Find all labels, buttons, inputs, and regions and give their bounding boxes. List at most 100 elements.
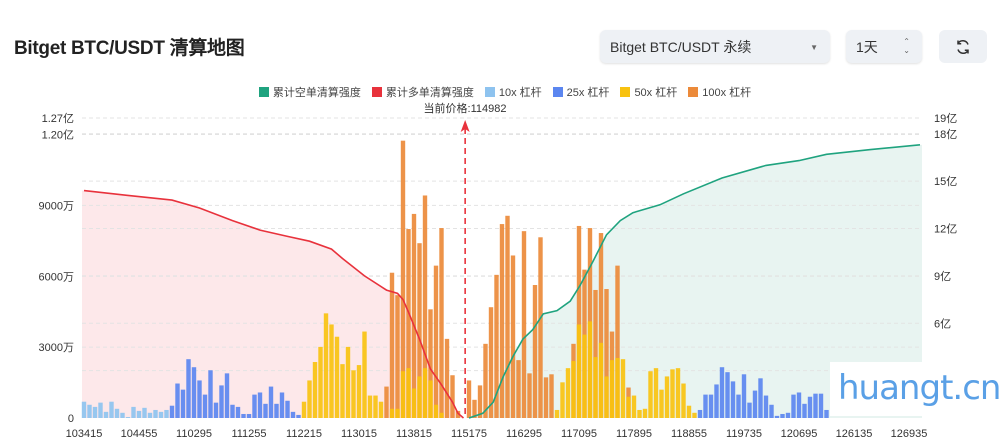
bar-50x bbox=[571, 361, 576, 418]
left-axis-tick: 3000万 bbox=[39, 342, 74, 354]
legend-swatch bbox=[371, 87, 382, 97]
bar-50x bbox=[356, 365, 362, 418]
right-axis-tick: 19亿 bbox=[934, 112, 957, 125]
chart-legend: 累计空单清算强度 累计多单清算强度 10x 杠杆 25x 杠杆 50x 杠杆 1… bbox=[0, 84, 1000, 100]
bar-25x bbox=[191, 367, 197, 418]
bar-100x bbox=[466, 380, 472, 418]
bar-10x bbox=[131, 406, 136, 418]
watermark: huangt.cn bbox=[830, 362, 1000, 416]
bar-100x bbox=[428, 309, 433, 418]
bar-50x bbox=[653, 368, 659, 418]
x-axis-tick: 117095 bbox=[561, 428, 597, 440]
bar-25x bbox=[769, 404, 774, 418]
long-cumulative-line bbox=[83, 189, 465, 419]
bar-100x bbox=[576, 225, 582, 418]
bar-50x bbox=[422, 368, 428, 418]
x-axis-tick: 120695 bbox=[781, 428, 818, 440]
refresh-button[interactable] bbox=[939, 30, 987, 63]
bar-25x bbox=[186, 359, 191, 418]
bar-50x bbox=[395, 408, 400, 418]
bar-25x bbox=[763, 395, 769, 418]
bar-100x bbox=[516, 360, 521, 418]
bar-25x bbox=[285, 400, 290, 418]
bar-100x bbox=[615, 265, 620, 418]
bar-25x bbox=[747, 402, 752, 418]
bar-10x bbox=[114, 408, 120, 418]
bar-10x bbox=[98, 402, 103, 418]
x-axis-tick: 126935 bbox=[891, 428, 928, 440]
bar-50x bbox=[686, 405, 692, 418]
bar-50x bbox=[560, 382, 565, 418]
left-axis-tick: 1.27亿 bbox=[42, 112, 74, 125]
bar-100x bbox=[384, 386, 389, 418]
bar-25x bbox=[296, 414, 301, 418]
bar-25x bbox=[813, 393, 818, 418]
bar-25x bbox=[807, 396, 813, 418]
right-axis-tick: 9亿 bbox=[934, 270, 951, 283]
bar-50x bbox=[351, 370, 356, 418]
bar-25x bbox=[791, 394, 796, 418]
legend-item-100x[interactable]: 100x 杠杆 bbox=[688, 84, 751, 100]
right-axis-tick: 12亿 bbox=[934, 223, 957, 236]
legend-item-short-cumulative[interactable]: 累计空单清算强度 bbox=[258, 84, 361, 100]
bar-50x bbox=[417, 376, 422, 418]
refresh-icon bbox=[957, 39, 969, 54]
bar-100x bbox=[483, 343, 488, 418]
bar-50x bbox=[312, 362, 318, 418]
bar-10x bbox=[136, 410, 142, 418]
bar-50x bbox=[340, 364, 345, 418]
bar-50x bbox=[593, 357, 598, 418]
left-axis-tick: 1.20亿 bbox=[42, 129, 74, 142]
bar-100x bbox=[593, 289, 598, 418]
bar-25x bbox=[824, 409, 829, 418]
x-axis-tick: 116295 bbox=[506, 428, 542, 440]
bar-100x bbox=[549, 374, 554, 418]
bar-50x bbox=[400, 371, 406, 418]
bar-25x bbox=[697, 409, 703, 418]
bar-100x bbox=[543, 377, 549, 418]
bar-100x bbox=[505, 215, 510, 418]
bar-50x bbox=[620, 359, 626, 418]
bar-50x bbox=[626, 396, 631, 418]
bar-100x bbox=[494, 274, 499, 418]
bar-10x bbox=[92, 406, 98, 418]
bar-10x bbox=[142, 407, 147, 418]
bar-100x bbox=[477, 385, 483, 418]
bar-50x bbox=[323, 313, 329, 418]
current-price-arrow-icon bbox=[460, 120, 470, 132]
bar-10x bbox=[153, 409, 158, 418]
bar-50x bbox=[659, 389, 664, 418]
legend-item-long-cumulative[interactable]: 累计多单清算强度 bbox=[371, 84, 474, 100]
bar-50x bbox=[609, 360, 615, 418]
legend-item-50x[interactable]: 50x 杠杆 bbox=[620, 84, 677, 100]
bar-25x bbox=[169, 405, 175, 418]
bar-25x bbox=[780, 413, 785, 418]
bar-50x bbox=[345, 346, 351, 418]
period-select[interactable]: 1天 ⌃ ⌄ bbox=[846, 30, 922, 63]
bar-25x bbox=[213, 402, 219, 418]
bar-25x bbox=[719, 367, 725, 418]
bar-50x bbox=[565, 368, 571, 418]
bar-50x bbox=[681, 383, 686, 418]
bar-25x bbox=[290, 411, 296, 418]
bar-25x bbox=[197, 380, 202, 418]
period-select-value: 1天 bbox=[856, 38, 878, 55]
bar-50x bbox=[615, 358, 620, 418]
bar-25x bbox=[180, 389, 186, 418]
bar-25x bbox=[279, 392, 285, 418]
bar-25x bbox=[725, 372, 730, 418]
bar-25x bbox=[219, 385, 224, 418]
x-axis-tick: 113015 bbox=[341, 428, 377, 440]
bar-50x bbox=[373, 395, 378, 418]
bar-100x bbox=[400, 140, 406, 418]
bar-25x bbox=[252, 394, 257, 418]
current-price-label: 当前价格:114982 bbox=[423, 103, 507, 115]
bar-100x bbox=[527, 373, 532, 418]
bar-25x bbox=[796, 392, 802, 418]
legend-item-25x[interactable]: 25x 杠杆 bbox=[552, 84, 609, 100]
bar-25x bbox=[703, 394, 708, 418]
exchange-select[interactable]: Bitget BTC/USDT 永续 ▼ bbox=[600, 30, 830, 63]
legend-item-10x[interactable]: 10x 杠杆 bbox=[484, 84, 542, 100]
bar-25x bbox=[208, 370, 213, 418]
short-cumulative-line bbox=[468, 144, 921, 419]
